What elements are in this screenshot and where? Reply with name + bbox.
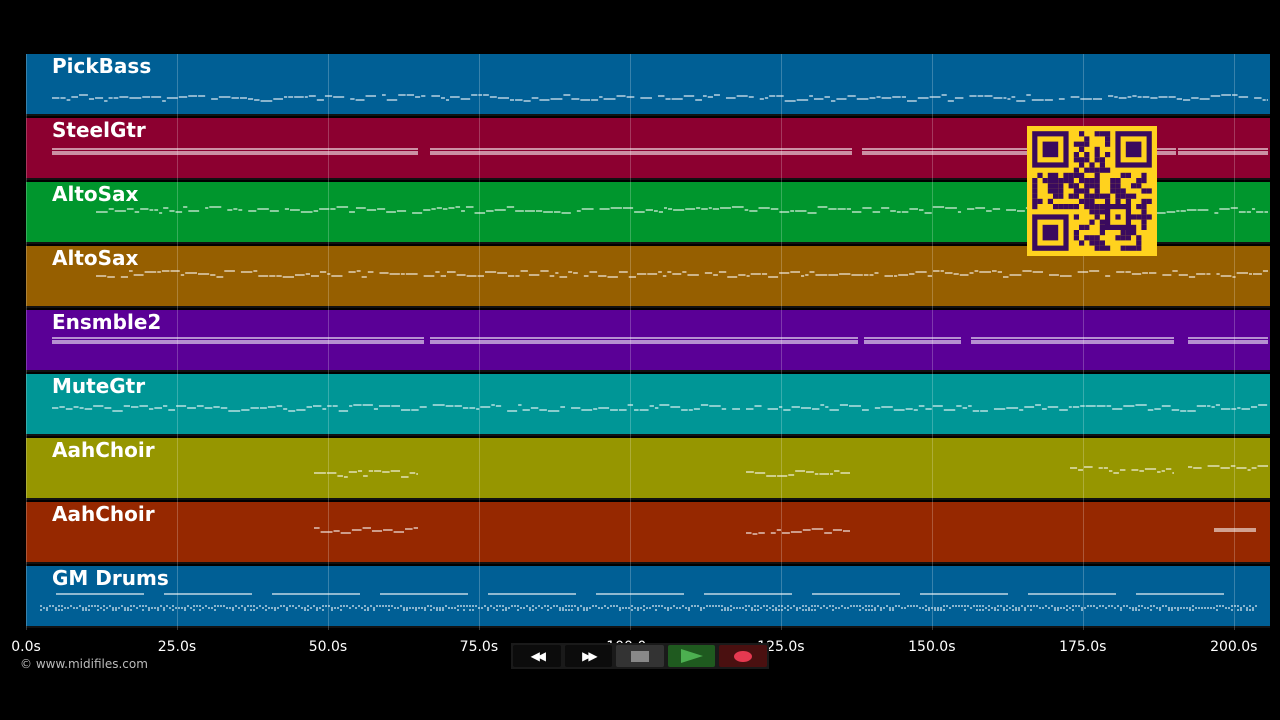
tick-label: 175.0s [1059, 639, 1107, 655]
fast-forward-icon: ▶▶ [582, 649, 598, 663]
tick-label: 150.0s [908, 639, 956, 655]
track-row: MuteGtr [26, 374, 1270, 436]
fast-forward-button[interactable]: ▶▶ [564, 645, 613, 667]
track-name: SteelGtr [52, 118, 146, 142]
grid-line [176, 54, 178, 630]
track-notes [52, 337, 1268, 344]
track-row: PickBass [26, 54, 1270, 116]
track-notes [40, 593, 1257, 611]
record-button[interactable] [719, 645, 767, 667]
track-notes [52, 148, 1268, 155]
tick-label: 125.0s [757, 639, 805, 655]
grid-line [26, 54, 27, 630]
tick-label: 200.0s [1210, 639, 1258, 655]
grid-line [327, 54, 329, 630]
grid-line [629, 54, 631, 630]
tick-label: 75.0s [459, 639, 499, 655]
track-name: AahChoir [52, 438, 155, 462]
grid-line [478, 54, 480, 630]
copyright-text: © www.midifiles.com [20, 657, 148, 671]
stop-icon [630, 650, 649, 662]
rewind-button[interactable]: ◀◀ [513, 645, 561, 667]
transport-bar: ◀◀ ▶▶ [511, 643, 769, 669]
grid-line [1082, 54, 1084, 630]
track-name: Ensmble2 [52, 310, 162, 334]
track-row: AahChoir [26, 502, 1270, 564]
track-name: PickBass [52, 54, 152, 78]
track-notes [314, 527, 1256, 535]
play-button[interactable] [667, 645, 716, 667]
stop-button[interactable] [616, 645, 664, 667]
track-name: MuteGtr [52, 374, 146, 398]
track-row: AltoSax [26, 246, 1270, 308]
tick-label: 50.0s [308, 639, 348, 655]
track-name: AltoSax [52, 182, 139, 206]
rewind-icon: ◀◀ [530, 649, 547, 663]
play-icon [680, 649, 703, 663]
qr-code [1027, 126, 1157, 256]
track-row: Ensmble2 [26, 310, 1270, 372]
track-name: AltoSax [52, 246, 139, 270]
track-row: AahChoir [26, 438, 1270, 500]
track-notes [52, 94, 1268, 102]
track-notes [96, 270, 1268, 278]
track-row: GM Drums [26, 566, 1270, 628]
track-name: GM Drums [52, 566, 169, 590]
record-icon [734, 650, 753, 662]
tick-label: 0.0s [11, 639, 41, 655]
grid-line [780, 54, 782, 630]
track-name: AahChoir [52, 502, 155, 526]
track-notes [52, 404, 1268, 412]
track-notes [314, 465, 1268, 478]
grid-line [1233, 54, 1235, 630]
tick-label: 25.0s [157, 639, 197, 655]
grid-line [931, 54, 933, 630]
